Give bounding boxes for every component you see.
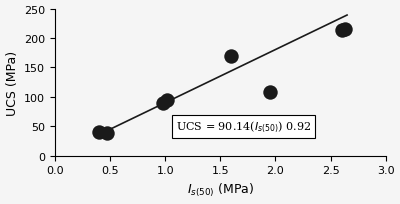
Point — [267, 91, 273, 94]
X-axis label: $I_{s(50)}$ (MPa): $I_{s(50)}$ (MPa) — [187, 181, 254, 198]
Point — [96, 131, 102, 134]
Point — [342, 28, 348, 32]
Point — [338, 30, 345, 33]
Text: UCS = 90.14($\mathit{I}_{s(50)}$) 0.92: UCS = 90.14($\mathit{I}_{s(50)}$) 0.92 — [176, 119, 311, 134]
Point — [104, 132, 110, 135]
Point — [228, 55, 234, 58]
Point — [164, 99, 170, 102]
Y-axis label: UCS (MPa): UCS (MPa) — [6, 50, 18, 115]
Point — [160, 102, 166, 105]
